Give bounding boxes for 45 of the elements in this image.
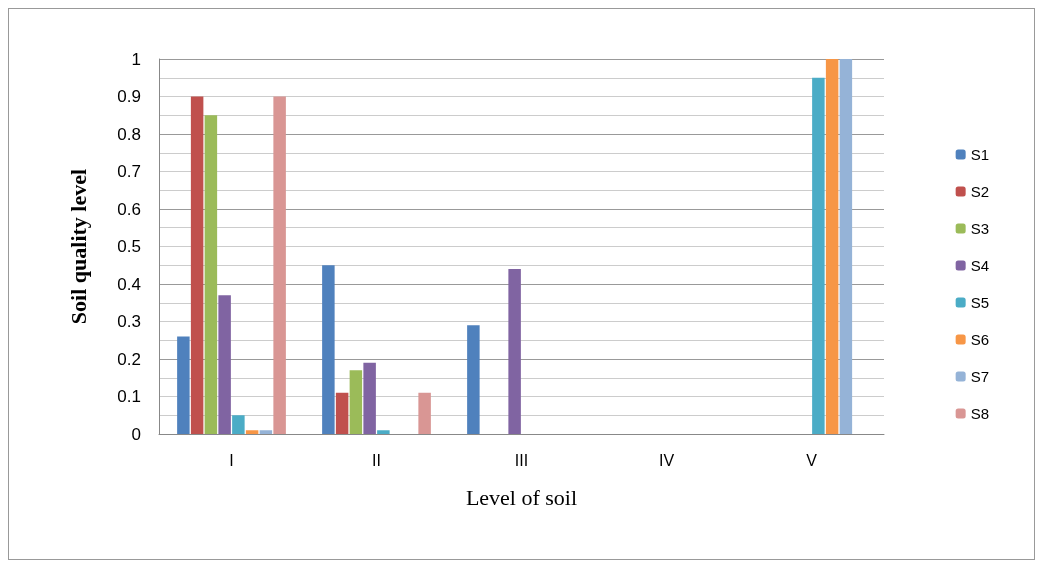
y-tick-label: 0.6: [117, 199, 141, 219]
x-tick-label: V: [806, 451, 818, 469]
legend-label: S1: [970, 146, 990, 163]
y-tick-label: 0.7: [117, 162, 141, 181]
y-tick-label: 0.9: [117, 87, 141, 106]
bar: [508, 269, 521, 434]
y-tick-label: 0.2: [117, 349, 141, 369]
y-tick-label: 0.3: [117, 312, 141, 331]
bar: [259, 430, 273, 434]
x-tick-label: III: [514, 451, 529, 469]
bar: [322, 265, 335, 434]
y-tick-label: 0.5: [117, 237, 141, 256]
bar: [204, 115, 218, 434]
y-tick-label: 0.1: [117, 387, 141, 406]
bar: [812, 77, 825, 434]
bar: [177, 336, 190, 434]
x-axis-title: Level of soil: [465, 484, 578, 510]
y-tick-label: 0: [131, 424, 141, 444]
bar: [467, 325, 480, 434]
bar: [839, 59, 853, 434]
legend-label: S7: [970, 368, 990, 385]
bar: [377, 430, 390, 434]
bar: [190, 96, 204, 434]
bar: [273, 96, 286, 434]
y-tick-label: 1: [131, 49, 141, 69]
y-tick-label: 0.4: [117, 274, 141, 294]
bar: [218, 295, 231, 434]
bar: [232, 415, 245, 434]
bar: [418, 392, 431, 434]
x-tick-label: I: [229, 451, 234, 469]
x-tick-label: II: [372, 451, 381, 469]
bar: [363, 362, 376, 434]
bar: [245, 430, 259, 434]
legend-label: S8: [970, 405, 990, 422]
legend-label: S2: [970, 183, 990, 200]
legend-label: S6: [970, 331, 990, 348]
legend-label: S4: [970, 257, 990, 274]
legend-label: S3: [970, 220, 990, 237]
y-tick-label: 0.8: [117, 124, 141, 144]
bar: [825, 59, 839, 434]
y-axis-title: Soil quality level: [65, 168, 91, 325]
bar: [335, 392, 349, 434]
bar: [349, 370, 363, 434]
legend-label: S5: [970, 294, 990, 311]
x-tick-label: IV: [658, 451, 675, 469]
